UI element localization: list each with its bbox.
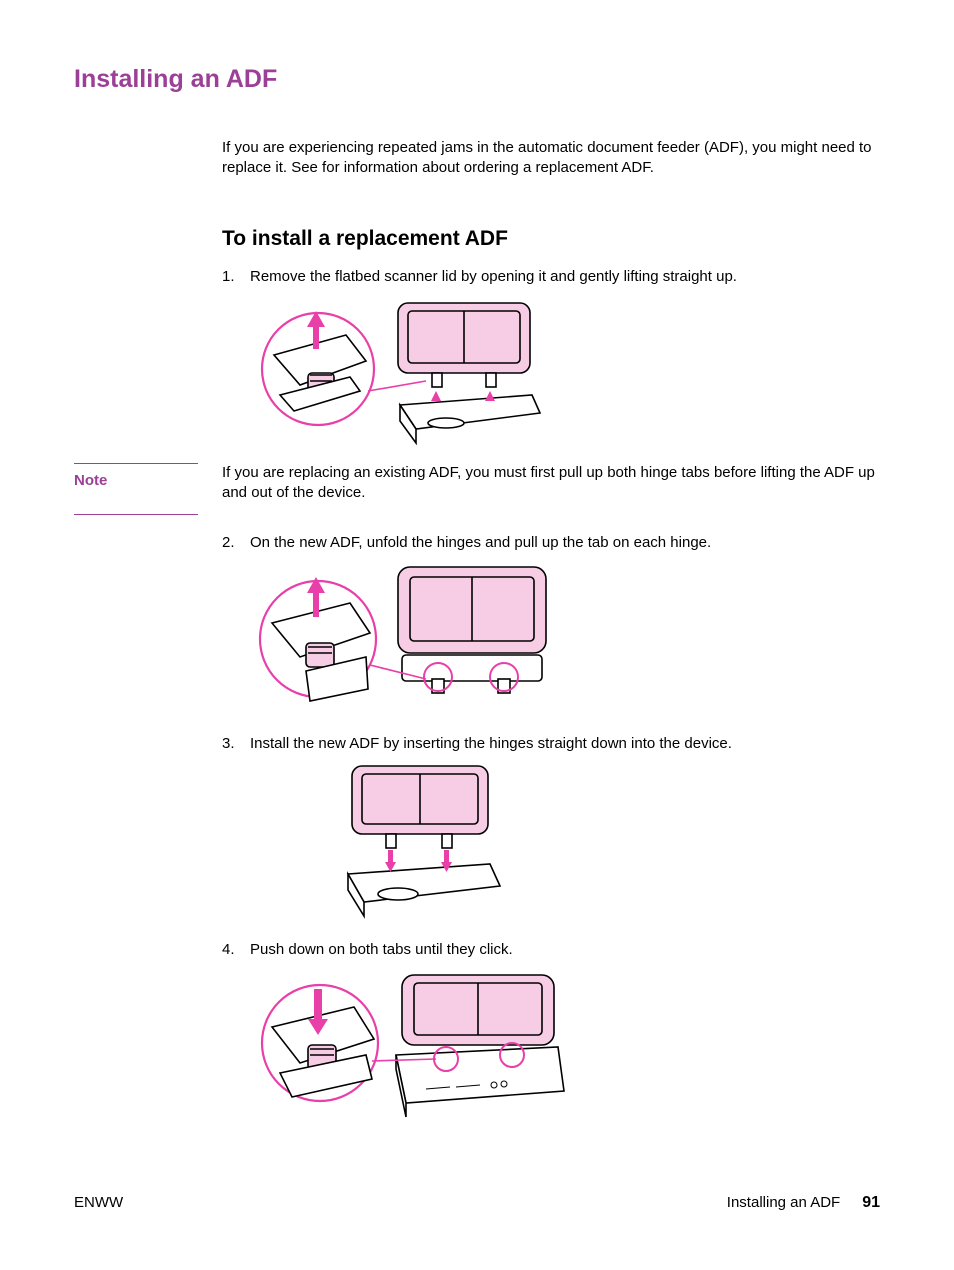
page-container: Installing an ADF If you are experiencin… [0, 0, 954, 1270]
step-text: Push down on both tabs until they click. [250, 940, 880, 960]
page-title: Installing an ADF [74, 65, 880, 94]
note-label: Note [74, 472, 107, 489]
footer-left: ENWW [74, 1194, 123, 1211]
step-4: 4. Push down on both tabs until they cli… [222, 940, 880, 960]
figure-3-svg [330, 762, 510, 922]
step-number: 2. [222, 533, 250, 553]
step-number: 3. [222, 734, 250, 754]
footer-section-title: Installing an ADF [727, 1194, 840, 1211]
figure-4-svg [250, 969, 570, 1119]
note-label-box: Note [74, 463, 198, 515]
figure-3 [330, 762, 880, 922]
step-number: 1. [222, 267, 250, 287]
step-2: 2. On the new ADF, unfold the hinges and… [222, 533, 880, 553]
figure-1 [250, 295, 880, 445]
note-block: Note If you are replacing an existing AD… [74, 463, 880, 515]
step-text: Remove the flatbed scanner lid by openin… [250, 267, 880, 287]
figure-1-svg [250, 295, 550, 445]
footer-page-number: 91 [862, 1194, 880, 1212]
figure-2 [250, 561, 880, 716]
figure-4 [250, 969, 880, 1119]
step-3: 3. Install the new ADF by inserting the … [222, 734, 880, 754]
step-number: 4. [222, 940, 250, 960]
footer-right: Installing an ADF 91 [727, 1194, 880, 1212]
note-label-column: Note [74, 463, 222, 515]
step-text: Install the new ADF by inserting the hin… [250, 734, 880, 754]
page-footer: ENWW Installing an ADF 91 [74, 1194, 880, 1212]
figure-2-svg [250, 561, 560, 716]
step-text: On the new ADF, unfold the hinges and pu… [250, 533, 880, 553]
intro-paragraph: If you are experiencing repeated jams in… [222, 138, 880, 179]
section-subheading: To install a replacement ADF [222, 227, 880, 251]
note-body: If you are replacing an existing ADF, yo… [222, 463, 880, 515]
step-1: 1. Remove the flatbed scanner lid by ope… [222, 267, 880, 287]
